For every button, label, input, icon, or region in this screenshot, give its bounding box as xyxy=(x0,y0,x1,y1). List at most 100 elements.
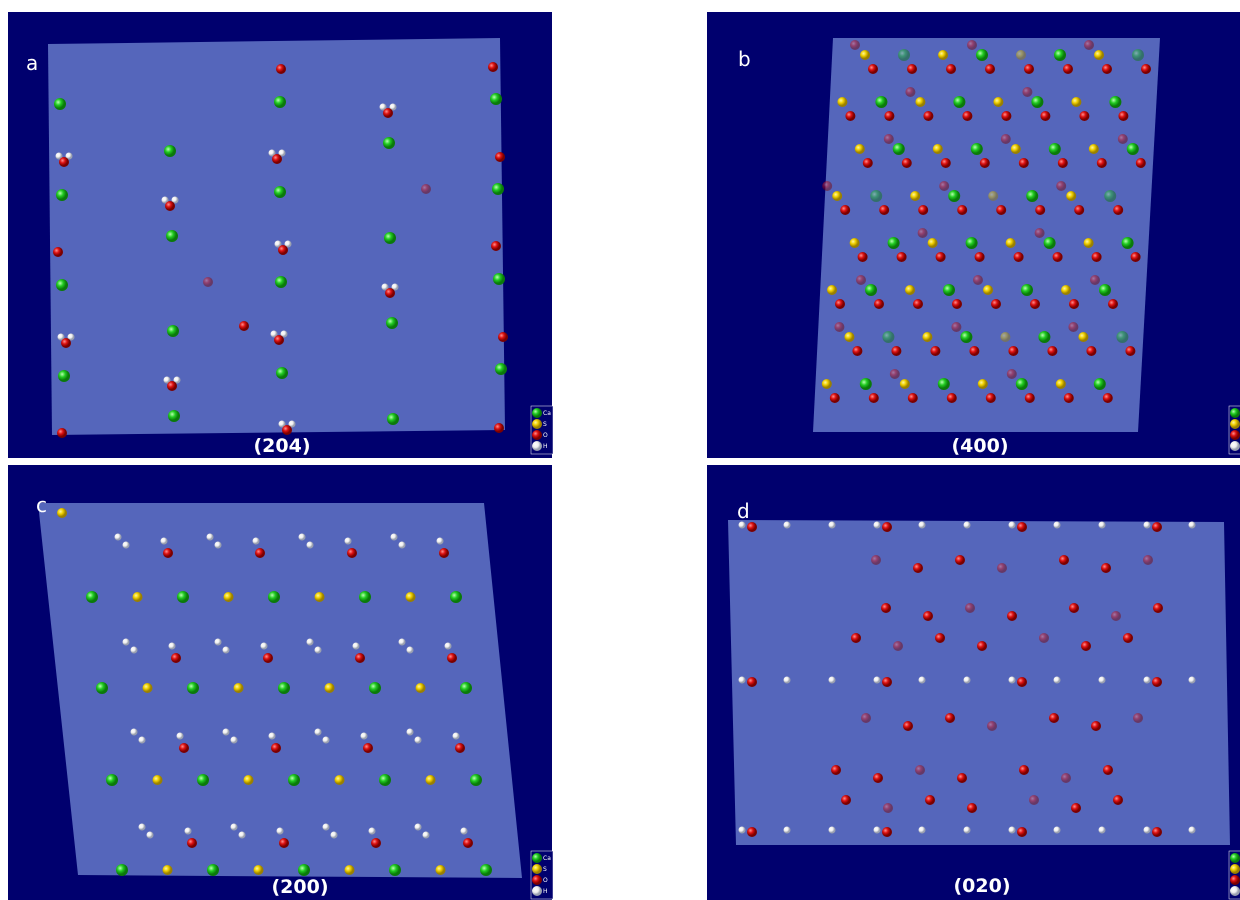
atom xyxy=(386,317,398,329)
atom xyxy=(852,346,862,356)
atom xyxy=(231,737,238,744)
atom xyxy=(131,729,138,736)
atom xyxy=(1019,158,1029,168)
atom xyxy=(953,96,965,108)
atom xyxy=(461,828,468,835)
legend-label: Ca xyxy=(543,410,551,417)
atom xyxy=(1099,827,1106,834)
atom xyxy=(391,534,398,541)
atom xyxy=(54,98,66,110)
atom xyxy=(278,682,290,694)
panel-b: b (400) xyxy=(707,12,1240,458)
atom xyxy=(1133,713,1143,723)
atom xyxy=(1000,332,1010,342)
legend-swatch xyxy=(532,886,542,896)
atom xyxy=(325,683,335,693)
atom xyxy=(480,864,492,876)
atom xyxy=(1047,346,1057,356)
atom xyxy=(964,677,971,684)
atom xyxy=(1024,64,1034,74)
atom xyxy=(269,733,276,740)
atom xyxy=(1019,765,1029,775)
atom xyxy=(993,97,1003,107)
atom xyxy=(747,677,757,687)
atom xyxy=(915,97,925,107)
atom xyxy=(274,335,284,345)
atom xyxy=(1069,299,1079,309)
legend-label: S xyxy=(543,866,547,873)
atom xyxy=(874,827,881,834)
atom xyxy=(923,111,933,121)
atom xyxy=(223,647,230,654)
atom xyxy=(53,247,63,257)
atom xyxy=(1125,346,1135,356)
atom xyxy=(1092,252,1102,262)
atom xyxy=(57,508,67,518)
atom xyxy=(59,157,69,167)
atom xyxy=(1144,522,1151,529)
atom xyxy=(315,647,322,654)
atom xyxy=(874,677,881,684)
atom xyxy=(436,865,446,875)
atom xyxy=(345,865,355,875)
atom xyxy=(1022,87,1032,97)
atom xyxy=(1049,143,1061,155)
atom xyxy=(1029,795,1039,805)
atom xyxy=(369,682,381,694)
atom xyxy=(163,548,173,558)
atom xyxy=(495,152,505,162)
atom xyxy=(962,111,972,121)
atom xyxy=(945,713,955,723)
legend-swatch xyxy=(1230,430,1240,440)
atom xyxy=(491,241,501,251)
atom xyxy=(829,827,836,834)
atom xyxy=(841,795,851,805)
atom xyxy=(939,181,949,191)
atom xyxy=(163,865,173,875)
atom xyxy=(1063,64,1073,74)
atom xyxy=(884,111,894,121)
atom xyxy=(1131,252,1141,262)
atom xyxy=(268,591,280,603)
atom xyxy=(1054,522,1061,529)
atom xyxy=(307,542,314,549)
atom xyxy=(1007,369,1017,379)
atom xyxy=(832,191,842,201)
atom xyxy=(922,332,932,342)
atom xyxy=(960,331,972,343)
atom xyxy=(918,205,928,215)
atom xyxy=(975,252,985,262)
atom xyxy=(900,379,910,389)
atom xyxy=(978,379,988,389)
atom xyxy=(197,774,209,786)
atom xyxy=(1009,522,1016,529)
atom xyxy=(161,538,168,545)
atom xyxy=(893,641,903,651)
atom xyxy=(1039,633,1049,643)
atom xyxy=(61,338,71,348)
atom xyxy=(133,592,143,602)
atom xyxy=(919,677,926,684)
atom xyxy=(938,378,950,390)
atom xyxy=(784,522,791,529)
atom xyxy=(1058,158,1068,168)
atom xyxy=(967,803,977,813)
atom xyxy=(881,603,891,613)
atom xyxy=(275,276,287,288)
atom xyxy=(179,743,189,753)
atom xyxy=(363,743,373,753)
atom xyxy=(845,111,855,121)
atom xyxy=(490,93,502,105)
atom xyxy=(1081,641,1091,651)
atom xyxy=(1122,237,1134,249)
atom xyxy=(957,205,967,215)
atom xyxy=(936,252,946,262)
atom xyxy=(345,538,352,545)
atom xyxy=(353,643,360,650)
atom xyxy=(903,721,913,731)
atom xyxy=(1097,158,1107,168)
atom xyxy=(834,322,844,332)
atom xyxy=(426,775,436,785)
atom xyxy=(855,144,865,154)
atom xyxy=(167,325,179,337)
